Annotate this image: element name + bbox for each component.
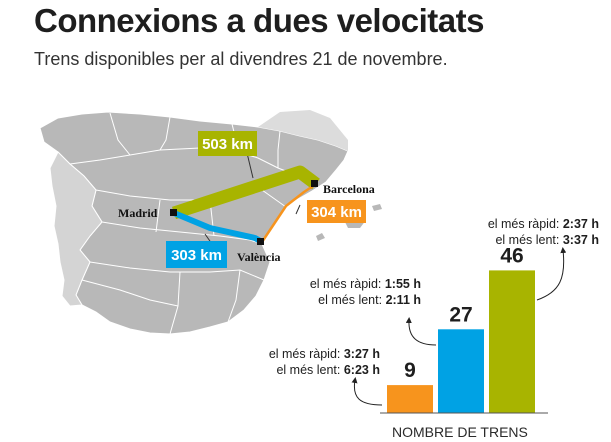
ibiza-island xyxy=(316,233,325,241)
page-subtitle: Trens disponibles per al divendres 21 de… xyxy=(34,49,448,69)
bar-value-label-2: 27 xyxy=(449,303,472,326)
france-border-region xyxy=(258,110,348,151)
page-title: Connexions a dues velocitats xyxy=(34,2,484,39)
annotation-arrow-blue xyxy=(405,317,437,346)
annotation-bar-3: el més ràpid: 2:37 h el més lent: 3:37 h xyxy=(487,217,599,247)
annotation-bar-1: el més ràpid: 3:27 h el més lent: 6:23 h xyxy=(268,347,380,377)
valencia-marker xyxy=(257,238,264,245)
bar-value-label-1: 9 xyxy=(404,359,416,382)
bar-2 xyxy=(438,329,484,413)
annotation-arrow-green xyxy=(536,247,567,301)
bar-3 xyxy=(489,270,535,413)
menorca-island xyxy=(372,204,382,211)
route-label-box-mv xyxy=(166,241,227,268)
annotation-bar-2: el més ràpid: 1:55 h el més lent: 2:11 h xyxy=(309,277,421,307)
annotation-arrow-orange xyxy=(351,377,383,406)
route-label-mv: 303 km xyxy=(171,247,222,264)
route-label-box-vb xyxy=(307,200,366,223)
barcelona-label: Barcelona xyxy=(323,182,375,196)
madrid-marker xyxy=(170,209,177,216)
barcelona-marker xyxy=(311,180,318,187)
route-valencia-barcelona xyxy=(260,182,317,243)
bar-1 xyxy=(387,385,433,413)
madrid-label: Madrid xyxy=(118,206,158,220)
route-label-vb: 304 km xyxy=(311,204,362,221)
route-label-mb: 503 km xyxy=(202,136,253,153)
route-madrid-barcelona xyxy=(171,165,320,220)
chart-x-axis-label: NOMBRE DE TRENS xyxy=(392,424,528,440)
leader-503 xyxy=(246,152,254,179)
route-label-box-mb xyxy=(198,131,257,156)
portugal-silhouette xyxy=(49,151,103,307)
train-count-bars: 9 27 46 xyxy=(387,244,535,413)
leader-304 xyxy=(295,204,301,215)
valencia-label: València xyxy=(237,250,281,264)
bar-value-label-3: 46 xyxy=(500,244,523,267)
